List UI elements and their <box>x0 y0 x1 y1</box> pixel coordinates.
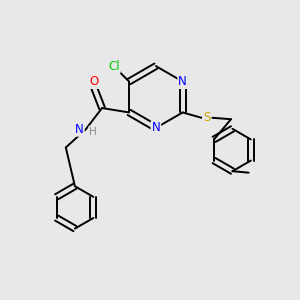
Text: O: O <box>89 75 98 88</box>
Text: N: N <box>178 75 187 88</box>
Text: H: H <box>89 127 97 136</box>
Text: Cl: Cl <box>108 60 120 73</box>
Text: N: N <box>75 123 84 136</box>
Text: S: S <box>203 111 211 124</box>
Text: N: N <box>152 122 160 134</box>
